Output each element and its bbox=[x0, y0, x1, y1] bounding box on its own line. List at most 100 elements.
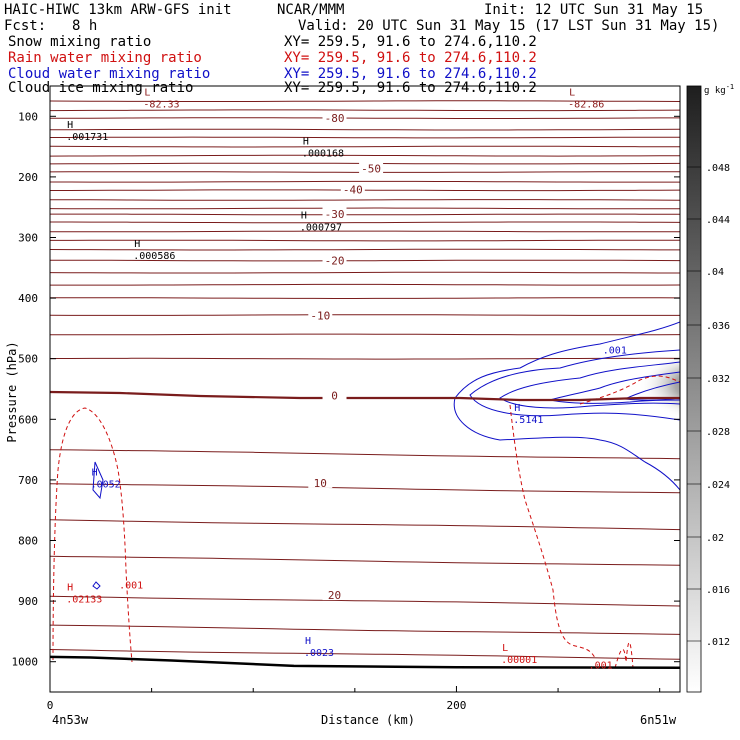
y-tick-label: 700 bbox=[18, 474, 38, 487]
isotherm bbox=[50, 239, 680, 242]
isotherm bbox=[50, 213, 680, 216]
isotherm-label: -30 bbox=[325, 208, 345, 221]
colorbar-unit: g kg-1 bbox=[704, 83, 734, 96]
isotherm-label-bg bbox=[359, 161, 384, 174]
colorbar-tick-label: .016 bbox=[706, 585, 730, 596]
cloud-water-contours bbox=[92, 321, 680, 590]
model-title: HAIC-HIWC 13km ARW-GFS init bbox=[4, 2, 232, 18]
left-endpoint-label: 4n53w bbox=[52, 713, 89, 727]
extremum-marker: L bbox=[569, 88, 575, 99]
x-axis-title: Distance (km) bbox=[321, 713, 415, 727]
isotherm-label: -50 bbox=[361, 162, 381, 175]
extremum-marker: L bbox=[502, 643, 508, 654]
isotherm bbox=[50, 449, 680, 460]
colorbar-ramp bbox=[686, 85, 702, 693]
isotherm bbox=[50, 230, 680, 233]
y-tick-label: 400 bbox=[18, 292, 38, 305]
extremum-marker: H bbox=[305, 636, 311, 647]
extremum-value: .000586 bbox=[133, 251, 175, 262]
surface-terrain-line bbox=[49, 655, 681, 670]
extremum-marker: H bbox=[92, 467, 98, 478]
isotherm-lines bbox=[50, 100, 680, 660]
valid-time: Valid: 20 UTC Sun 31 May 15 (17 LST Sun … bbox=[298, 18, 720, 34]
isotherm bbox=[50, 333, 680, 336]
extremum-value: -82.86 bbox=[568, 100, 604, 111]
isotherm bbox=[50, 483, 680, 494]
isotherm bbox=[50, 283, 680, 286]
field-legend-rain: Rain water mixing ratio bbox=[8, 50, 202, 66]
isotherm-label-bg bbox=[322, 253, 347, 266]
isotherm-label: -10 bbox=[310, 310, 330, 323]
isotherm bbox=[50, 199, 680, 201]
isotherm bbox=[50, 145, 680, 148]
extremum-value: .000797 bbox=[300, 223, 342, 234]
extremum-marker: H bbox=[67, 583, 73, 594]
isotherm bbox=[50, 519, 680, 531]
isotherm-label-bg bbox=[340, 182, 365, 195]
cloud-water-shading bbox=[615, 355, 680, 415]
extremum-marker: L bbox=[144, 88, 150, 99]
extremum-marker: H bbox=[514, 403, 520, 414]
isotherm bbox=[50, 207, 680, 210]
isotherm bbox=[50, 595, 680, 607]
isotherm-label: 0 bbox=[331, 390, 338, 403]
y-tick-label: 600 bbox=[18, 413, 38, 426]
colorbar-tick-label: .024 bbox=[706, 480, 730, 491]
contour-labels: -80-50-40-30-20-1001020L-82.33L-82.86H.0… bbox=[66, 88, 627, 672]
colorbar-tick-label: .04 bbox=[706, 267, 724, 278]
isotherm-label-bg bbox=[322, 111, 347, 124]
extremum-value: .0052 bbox=[91, 479, 121, 490]
x-tick-label: 200 bbox=[447, 699, 467, 712]
isotherm-label: -40 bbox=[343, 184, 363, 197]
isotherm-label-bg bbox=[308, 308, 333, 321]
y-tick-label: 800 bbox=[18, 535, 38, 548]
isotherm bbox=[50, 109, 680, 112]
field-legend-cloud-ice: Cloud ice mixing ratio bbox=[8, 80, 194, 96]
init-time: Init: 12 UTC Sun 31 May 15 bbox=[484, 2, 704, 18]
forecast-hours: 8 h bbox=[72, 18, 98, 34]
extremum-marker: H bbox=[134, 239, 140, 250]
y-tick-label: 500 bbox=[18, 353, 38, 366]
y-tick-label: 900 bbox=[18, 595, 38, 608]
isotherm bbox=[50, 297, 680, 299]
contour-value-label: .001 bbox=[603, 346, 627, 357]
colorbar-tick-label: .036 bbox=[706, 321, 730, 332]
field-xy-cloud-ice: XY= 259.5, 91.6 to 274.6,110.2 bbox=[284, 80, 537, 96]
contour-value-label: .001 bbox=[119, 581, 143, 592]
isotherm-label-bg bbox=[322, 588, 347, 601]
colorbar-tick-label: .032 bbox=[706, 374, 730, 385]
isotherm bbox=[50, 221, 680, 224]
colorbar: .048 .044 .04 .036 .032 .028 .024 .02 .016 .012 g… bbox=[686, 83, 734, 693]
isotherm-label-bg bbox=[322, 206, 347, 219]
y-axis-title: Pressure (hPa) bbox=[5, 341, 19, 442]
isotherm-label: 20 bbox=[328, 589, 341, 602]
isotherm bbox=[50, 180, 680, 183]
field-xy-snow: XY= 259.5, 91.6 to 274.6,110.2 bbox=[284, 34, 537, 50]
isotherm bbox=[50, 117, 680, 119]
zero-isotherm bbox=[49, 390, 680, 402]
y-tick-label: 1000 bbox=[12, 656, 39, 669]
extremum-value: -82.33 bbox=[143, 100, 179, 111]
distance-axis: 0 200 bbox=[47, 686, 661, 712]
y-tick-label: 300 bbox=[18, 232, 38, 245]
isotherm bbox=[50, 136, 680, 139]
isotherm bbox=[50, 259, 680, 262]
colorbar-tick-label: .044 bbox=[706, 215, 730, 226]
isotherm bbox=[50, 357, 680, 360]
isotherm bbox=[50, 100, 680, 102]
isotherm bbox=[50, 555, 680, 566]
isotherm bbox=[50, 189, 680, 192]
field-xy-rain: XY= 259.5, 91.6 to 274.6,110.2 bbox=[284, 50, 537, 66]
isotherm bbox=[50, 314, 680, 316]
field-legend-cloud-water: Cloud water mixing ratio bbox=[8, 66, 211, 82]
extremum-value: .00001 bbox=[501, 655, 537, 666]
isotherm bbox=[50, 624, 680, 635]
colorbar-tick-label: .028 bbox=[706, 427, 730, 438]
isotherm-label: -80 bbox=[325, 112, 345, 125]
isotherm-label-bg bbox=[322, 388, 347, 401]
colorbar-tick-label: .048 bbox=[706, 163, 730, 174]
center-label: NCAR/MMM bbox=[277, 2, 345, 18]
isotherm-label: -20 bbox=[325, 255, 345, 268]
